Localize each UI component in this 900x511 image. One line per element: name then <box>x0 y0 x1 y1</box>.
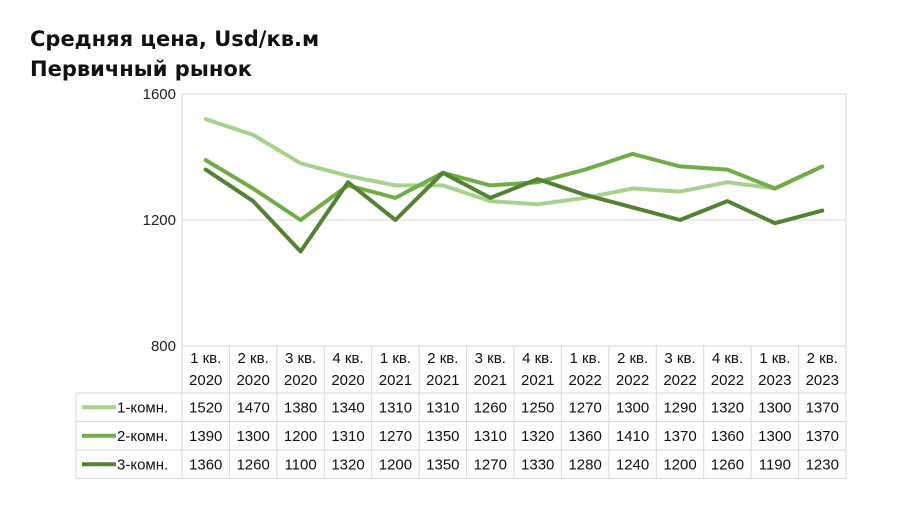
data-cell: 1360 <box>189 456 222 473</box>
y-tick-label: 800 <box>151 338 176 355</box>
data-cell: 1350 <box>426 428 459 445</box>
data-cell: 1320 <box>521 428 554 445</box>
data-cell: 1250 <box>521 399 554 416</box>
data-cell: 1270 <box>568 399 601 416</box>
category-label-quarter: 1 кв. <box>759 350 790 367</box>
data-cell: 1310 <box>379 399 412 416</box>
data-cell: 1340 <box>331 399 364 416</box>
data-cell: 1260 <box>236 456 269 473</box>
category-label-year: 2022 <box>568 372 601 389</box>
data-cell: 1320 <box>331 456 364 473</box>
category-label-quarter: 1 кв. <box>570 350 601 367</box>
data-cell: 1470 <box>236 399 269 416</box>
data-cell: 1190 <box>759 456 791 473</box>
category-label-quarter: 3 кв. <box>475 350 506 367</box>
chart-title-line2: Первичный рынок <box>30 57 253 81</box>
category-label-year: 2020 <box>189 372 222 389</box>
data-cell: 1100 <box>284 456 316 473</box>
chart-title: Средняя цена, Usd/кв.м Первичный рынок <box>30 24 319 84</box>
data-cell: 1300 <box>616 399 649 416</box>
category-label-year: 2021 <box>426 372 459 389</box>
category-label-quarter: 2 кв. <box>617 350 648 367</box>
data-cell: 1520 <box>189 399 222 416</box>
data-cell: 1200 <box>379 456 412 473</box>
data-cell: 1200 <box>284 428 317 445</box>
category-label-year: 2022 <box>711 372 744 389</box>
category-label-quarter: 3 кв. <box>664 350 695 367</box>
data-cell: 1360 <box>711 428 744 445</box>
category-label-year: 2021 <box>379 372 412 389</box>
data-cell: 1390 <box>189 428 222 445</box>
data-cell: 1300 <box>758 428 791 445</box>
series-name: 1-комн. <box>117 399 168 416</box>
category-label-quarter: 3 кв. <box>285 350 316 367</box>
data-cell: 1360 <box>568 428 601 445</box>
data-cell: 1260 <box>474 399 507 416</box>
data-cell: 1230 <box>806 456 839 473</box>
category-label-quarter: 1 кв. <box>380 350 411 367</box>
data-cell: 1310 <box>474 428 507 445</box>
series-line <box>203 151 825 222</box>
data-cell: 1370 <box>806 428 839 445</box>
category-label-quarter: 4 кв. <box>332 350 363 367</box>
category-label-quarter: 4 кв. <box>712 350 743 367</box>
data-cell: 1320 <box>711 399 744 416</box>
category-label-quarter: 2 кв. <box>238 350 269 367</box>
series-name: 3-комн. <box>117 456 168 473</box>
data-cell: 1410 <box>616 428 649 445</box>
category-label-year: 2020 <box>236 372 269 389</box>
data-cell: 1300 <box>236 428 269 445</box>
data-cell: 1270 <box>474 456 507 473</box>
category-label-year: 2020 <box>331 372 364 389</box>
data-cell: 1350 <box>426 456 459 473</box>
chart-title-line1: Средняя цена, Usd/кв.м <box>30 27 320 51</box>
category-label-year: 2022 <box>663 372 696 389</box>
category-label-year: 2023 <box>758 372 791 389</box>
data-cell: 1370 <box>806 399 839 416</box>
category-label-quarter: 2 кв. <box>427 350 458 367</box>
category-label-year: 2023 <box>806 372 839 389</box>
category-label-quarter: 4 кв. <box>522 350 553 367</box>
data-cell: 1260 <box>711 456 744 473</box>
category-label-year: 2021 <box>474 372 507 389</box>
data-cell: 1270 <box>379 428 412 445</box>
data-cell: 1310 <box>426 399 459 416</box>
category-label-year: 2020 <box>284 372 317 389</box>
data-cell: 1300 <box>758 399 791 416</box>
y-tick-label: 1600 <box>143 86 176 103</box>
data-cell: 1310 <box>331 428 364 445</box>
category-label-year: 2022 <box>616 372 649 389</box>
data-cell: 1330 <box>521 456 554 473</box>
series-name: 2-комн. <box>117 428 168 445</box>
category-label-year: 2021 <box>521 372 554 389</box>
data-cell: 1240 <box>616 456 649 473</box>
series-line <box>203 117 825 207</box>
data-cell: 1290 <box>663 399 696 416</box>
y-tick-label: 1200 <box>143 212 176 229</box>
data-cell: 1200 <box>663 456 696 473</box>
data-cell: 1370 <box>663 428 696 445</box>
category-label-quarter: 1 кв. <box>190 350 221 367</box>
data-cell: 1380 <box>284 399 317 416</box>
series-line <box>203 167 825 254</box>
category-label-quarter: 2 кв. <box>807 350 838 367</box>
data-cell: 1280 <box>568 456 601 473</box>
